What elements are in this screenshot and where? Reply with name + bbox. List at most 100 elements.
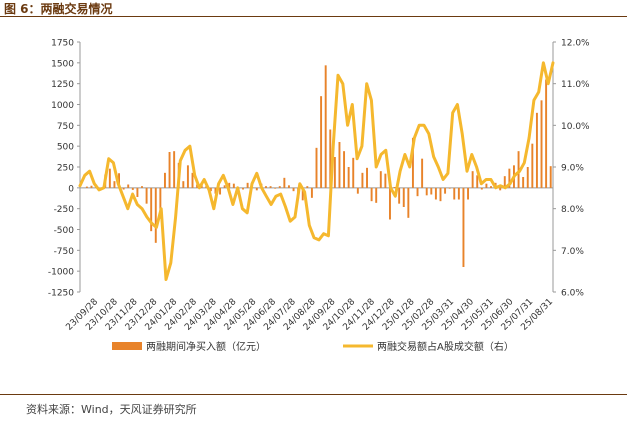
bar bbox=[265, 186, 267, 188]
bar bbox=[393, 187, 396, 188]
bar bbox=[255, 187, 258, 191]
bar bbox=[398, 187, 401, 204]
bar bbox=[333, 157, 336, 188]
left-axis: 1750 1500 1250 1000 750 500 250 0 -250 -500 -750 -1… bbox=[48, 39, 80, 299]
bar bbox=[490, 186, 492, 188]
bar bbox=[113, 181, 116, 188]
bar bbox=[150, 187, 153, 232]
bar bbox=[439, 187, 442, 202]
source-divider bbox=[0, 394, 627, 395]
bar bbox=[540, 100, 543, 188]
bar bbox=[90, 185, 93, 188]
x-axis: 23/09/2823/10/2823/11/2823/12/2824/01/28… bbox=[64, 297, 555, 333]
bar bbox=[127, 184, 130, 188]
bar bbox=[145, 187, 148, 204]
bar bbox=[131, 187, 134, 190]
bar bbox=[361, 172, 364, 188]
bar bbox=[232, 183, 235, 188]
left-tick-label: 500 bbox=[57, 143, 74, 153]
bar bbox=[186, 165, 189, 188]
bar bbox=[531, 143, 534, 188]
right-axis: 12.0% 11.0% 10.0% 9.0% 8.0% 7.0% 6.0% bbox=[553, 39, 590, 299]
bar bbox=[508, 168, 511, 188]
left-tick-label: 750 bbox=[57, 122, 74, 132]
bar bbox=[310, 187, 313, 198]
bar bbox=[517, 151, 520, 188]
bar bbox=[522, 177, 525, 188]
bar bbox=[471, 171, 474, 188]
bar bbox=[320, 96, 323, 188]
bar bbox=[430, 187, 433, 195]
bar bbox=[168, 152, 171, 188]
figure-title: 图 6：两融交易情况 bbox=[4, 2, 113, 16]
bar bbox=[219, 187, 222, 195]
bar bbox=[448, 187, 451, 189]
left-tick-label: -750 bbox=[54, 247, 75, 257]
ratio-line bbox=[78, 61, 555, 281]
left-tick-label: 1750 bbox=[51, 39, 74, 49]
bar bbox=[278, 186, 281, 188]
bar bbox=[421, 158, 424, 188]
bar bbox=[85, 186, 88, 188]
bar bbox=[425, 187, 428, 196]
bar bbox=[375, 187, 378, 203]
left-tick-label: -500 bbox=[54, 226, 75, 236]
bar bbox=[503, 176, 506, 188]
bar bbox=[499, 187, 502, 191]
bar bbox=[191, 172, 194, 188]
right-tick-label: 6.0% bbox=[561, 289, 584, 299]
bar bbox=[338, 142, 341, 188]
bar bbox=[352, 157, 355, 188]
bar bbox=[545, 79, 548, 188]
right-tick-label: 12.0% bbox=[561, 39, 590, 49]
bar bbox=[141, 186, 143, 188]
bar bbox=[343, 151, 346, 188]
left-tick-label: 250 bbox=[57, 164, 74, 174]
bar bbox=[324, 65, 327, 188]
bar bbox=[416, 187, 419, 197]
bar bbox=[228, 182, 231, 188]
bar bbox=[370, 187, 373, 202]
bar bbox=[444, 187, 447, 194]
bar bbox=[136, 187, 139, 197]
bar bbox=[467, 187, 470, 200]
bar bbox=[476, 175, 479, 188]
bar bbox=[485, 183, 488, 188]
bar bbox=[535, 112, 538, 188]
bar bbox=[411, 137, 414, 188]
source-note: 资料来源：Wind，天风证券研究所 bbox=[26, 403, 197, 416]
left-tick-label: -1250 bbox=[48, 289, 74, 299]
chart-canvas: 1750 1500 1250 1000 750 500 250 0 -250 -500 -750 -1… bbox=[48, 39, 590, 354]
right-tick-label: 10.0% bbox=[561, 122, 590, 132]
bar bbox=[389, 187, 391, 220]
bar bbox=[159, 187, 162, 219]
left-tick-label: 1250 bbox=[51, 80, 74, 90]
right-tick-label: 11.0% bbox=[561, 80, 590, 90]
bar bbox=[287, 185, 290, 188]
bar bbox=[269, 186, 272, 188]
bar bbox=[301, 187, 304, 201]
bar bbox=[163, 172, 166, 188]
left-tick-label: -250 bbox=[54, 205, 75, 215]
bar bbox=[366, 167, 368, 188]
bar bbox=[306, 186, 309, 188]
bar bbox=[457, 187, 460, 200]
bar bbox=[347, 167, 350, 188]
bar bbox=[402, 187, 405, 207]
bar bbox=[214, 187, 217, 194]
bar bbox=[407, 187, 410, 218]
bar bbox=[453, 187, 456, 200]
legend-bar-swatch bbox=[112, 342, 142, 350]
bar bbox=[480, 187, 483, 190]
right-tick-label: 9.0% bbox=[561, 164, 584, 174]
bar bbox=[274, 187, 277, 189]
bar bbox=[292, 187, 295, 192]
bar bbox=[462, 187, 465, 267]
bar bbox=[526, 167, 529, 188]
right-tick-label: 8.0% bbox=[561, 205, 584, 215]
bar bbox=[384, 173, 387, 188]
left-tick-label: 0 bbox=[68, 184, 74, 194]
bar bbox=[223, 185, 226, 188]
bar bbox=[329, 129, 332, 188]
bar bbox=[182, 181, 185, 188]
